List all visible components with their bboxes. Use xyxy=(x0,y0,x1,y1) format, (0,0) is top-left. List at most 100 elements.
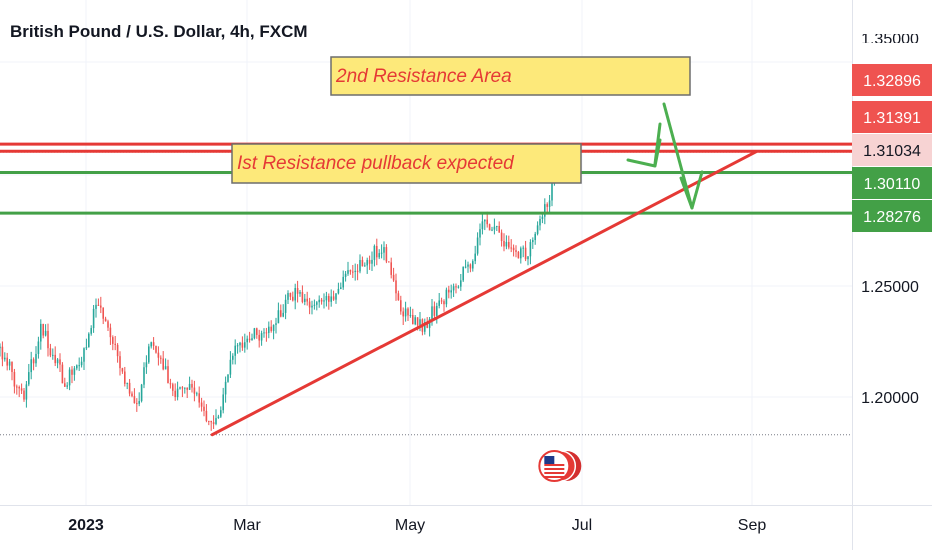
candle xyxy=(392,274,395,281)
candle xyxy=(282,312,284,317)
annotations[interactable]: 2nd Resistance Area Ist Resistance pullba… xyxy=(231,56,691,184)
candle xyxy=(109,327,112,338)
candle xyxy=(472,261,474,269)
candle xyxy=(462,266,464,281)
candle xyxy=(265,332,268,334)
candle xyxy=(272,324,275,331)
candle xyxy=(155,345,157,353)
candle xyxy=(349,270,352,272)
price-label[interactable] xyxy=(852,167,932,199)
candle xyxy=(340,287,342,289)
price-label[interactable] xyxy=(852,200,932,232)
candle xyxy=(198,393,200,403)
candle xyxy=(8,361,11,366)
candle xyxy=(344,273,347,277)
candle xyxy=(385,247,388,262)
price-label[interactable] xyxy=(852,134,932,166)
candle xyxy=(443,301,445,305)
price-label[interactable] xyxy=(852,64,932,96)
candle xyxy=(551,183,553,201)
trendlines[interactable] xyxy=(210,150,758,437)
chart-title: British Pound / U.S. Dollar, 4h, FXCM xyxy=(10,22,308,41)
candle xyxy=(280,310,282,317)
price-tick-label: 1.25000 xyxy=(861,279,919,296)
candle xyxy=(181,387,184,389)
candle xyxy=(253,328,256,339)
annotation-box[interactable]: Ist Resistance pullback expected xyxy=(231,143,582,184)
candle xyxy=(373,245,376,260)
candle xyxy=(512,247,515,251)
candle xyxy=(174,390,176,398)
annotation-box[interactable]: 2nd Resistance Area xyxy=(330,56,691,96)
candle xyxy=(311,305,313,308)
price-label-text: 1.31391 xyxy=(863,110,921,127)
arrow-down-icon[interactable] xyxy=(662,102,694,210)
candle xyxy=(337,288,340,294)
candle xyxy=(114,343,116,345)
candle xyxy=(536,225,539,234)
candle xyxy=(220,410,222,417)
candle xyxy=(342,276,344,288)
candle xyxy=(496,226,498,228)
candle xyxy=(40,323,42,342)
candle xyxy=(364,265,366,267)
candle xyxy=(73,368,76,375)
candle xyxy=(104,318,107,322)
candle xyxy=(460,280,462,287)
candle xyxy=(522,247,524,249)
candle xyxy=(145,362,148,368)
price-label-text: 1.32896 xyxy=(863,73,921,90)
candle xyxy=(256,328,258,335)
candle xyxy=(455,286,457,288)
flag-stripe xyxy=(544,468,565,470)
candle xyxy=(157,352,160,358)
candle xyxy=(172,384,174,391)
candle xyxy=(409,314,412,316)
candle xyxy=(308,301,311,308)
candle xyxy=(433,306,436,316)
annotation-box-frame xyxy=(330,56,691,96)
candle xyxy=(431,306,433,320)
candle xyxy=(92,308,95,329)
trendline[interactable] xyxy=(210,150,758,437)
candle xyxy=(128,382,131,394)
candle xyxy=(400,300,402,312)
candle xyxy=(260,333,263,341)
candle xyxy=(476,237,479,254)
us-flag-icon[interactable] xyxy=(538,450,582,482)
annotation-text: 2nd Resistance Area xyxy=(335,66,512,87)
candle xyxy=(66,385,68,387)
candle xyxy=(18,387,20,389)
time-axis[interactable]: 2023 Mar May Jul Sep xyxy=(68,517,766,534)
candle xyxy=(412,314,414,325)
candle xyxy=(16,386,18,388)
candle xyxy=(35,353,37,364)
price-label[interactable] xyxy=(852,101,932,133)
candle xyxy=(0,346,1,349)
candle xyxy=(188,383,191,390)
candle xyxy=(102,307,104,319)
time-tick-label: 2023 xyxy=(68,517,104,534)
candle xyxy=(140,384,143,402)
candle xyxy=(241,342,244,348)
candle xyxy=(390,262,392,275)
candle xyxy=(49,348,52,356)
events[interactable] xyxy=(538,450,582,482)
candle xyxy=(325,296,328,301)
candle xyxy=(299,292,301,294)
candle xyxy=(270,326,272,331)
candle xyxy=(354,270,356,272)
candle xyxy=(224,381,227,395)
candle xyxy=(56,359,59,364)
candle xyxy=(148,346,150,363)
candle xyxy=(184,387,186,389)
candle xyxy=(85,347,88,349)
candle xyxy=(107,321,109,328)
candle xyxy=(500,232,503,241)
arrows[interactable] xyxy=(626,102,704,210)
price-tick-label: 1.20000 xyxy=(861,390,919,407)
candle xyxy=(222,394,224,411)
price-axis[interactable]: 1.200001.250001.300001.350001.328961.313… xyxy=(852,31,932,407)
